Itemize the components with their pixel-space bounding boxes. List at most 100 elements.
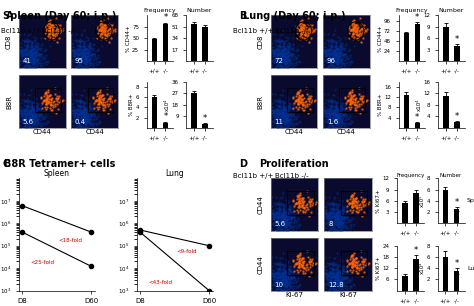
Point [71, 49, 79, 54]
Point [82, 94, 90, 99]
Point [338, 216, 346, 221]
Point [352, 206, 359, 211]
Point [100, 31, 108, 36]
Point [328, 210, 336, 215]
Point [352, 196, 360, 201]
Point [338, 105, 346, 110]
Point [82, 107, 89, 112]
Point [328, 73, 335, 78]
Point [73, 63, 81, 68]
Point [71, 54, 78, 59]
Point [28, 112, 36, 117]
Point [279, 279, 286, 284]
Point [295, 28, 302, 32]
Point [73, 108, 81, 113]
Point [326, 211, 333, 216]
Point [299, 209, 307, 214]
Point [294, 276, 302, 281]
Point [294, 217, 301, 222]
Point [331, 275, 338, 280]
Point [293, 261, 301, 266]
Point [28, 114, 36, 119]
Point [328, 218, 335, 223]
Point [278, 58, 286, 63]
Point [273, 202, 281, 207]
Point [105, 21, 112, 26]
Point [330, 276, 338, 281]
Point [301, 36, 309, 41]
Point [73, 120, 81, 125]
Point [305, 33, 312, 38]
Point [285, 44, 293, 49]
Point [30, 107, 37, 112]
Point [273, 218, 281, 222]
Point [281, 111, 289, 116]
Point [297, 31, 305, 36]
Point [333, 46, 341, 50]
Point [300, 266, 308, 271]
Point [275, 207, 283, 212]
Point [297, 201, 304, 206]
Point [273, 115, 281, 120]
Point [79, 125, 87, 129]
Point [96, 59, 104, 64]
Point [97, 36, 105, 41]
Point [294, 289, 302, 294]
Point [302, 207, 310, 212]
Point [37, 96, 45, 101]
Point [31, 65, 39, 70]
Point [279, 114, 286, 119]
Point [41, 91, 49, 96]
Point [356, 261, 364, 266]
Point [327, 104, 334, 109]
Point [21, 51, 29, 56]
Point [269, 105, 276, 110]
Point [341, 107, 349, 112]
Point [33, 114, 40, 119]
Point [273, 55, 281, 60]
Point [79, 48, 87, 53]
Point [95, 98, 102, 103]
Point [331, 218, 338, 223]
Point [299, 269, 307, 274]
Point [286, 121, 293, 126]
Point [328, 112, 335, 117]
Point [269, 281, 276, 286]
Point [272, 117, 280, 121]
Point [273, 230, 281, 234]
Point [273, 278, 281, 283]
Point [322, 267, 330, 272]
Point [73, 58, 81, 63]
Point [278, 117, 285, 122]
Point [82, 105, 90, 110]
Point [289, 210, 296, 215]
Point [284, 49, 292, 54]
Point [84, 43, 91, 48]
Point [327, 274, 334, 279]
Point [270, 51, 277, 56]
Point [290, 228, 297, 233]
Point [311, 202, 319, 207]
Point [300, 200, 307, 205]
Point [27, 124, 34, 129]
Point [353, 99, 361, 104]
Point [336, 214, 343, 218]
Point [293, 30, 301, 35]
Point [292, 98, 300, 103]
Point [277, 126, 284, 131]
Point [276, 40, 283, 45]
Point [354, 206, 361, 211]
Point [270, 114, 278, 119]
Point [291, 277, 298, 282]
Point [31, 48, 38, 53]
Point [71, 117, 78, 121]
Point [338, 214, 346, 219]
Point [277, 196, 284, 201]
Point [270, 213, 278, 218]
Point [321, 211, 328, 216]
Point [285, 105, 293, 110]
Point [81, 54, 89, 58]
Point [336, 50, 344, 55]
Point [33, 69, 40, 74]
Point [332, 119, 340, 124]
